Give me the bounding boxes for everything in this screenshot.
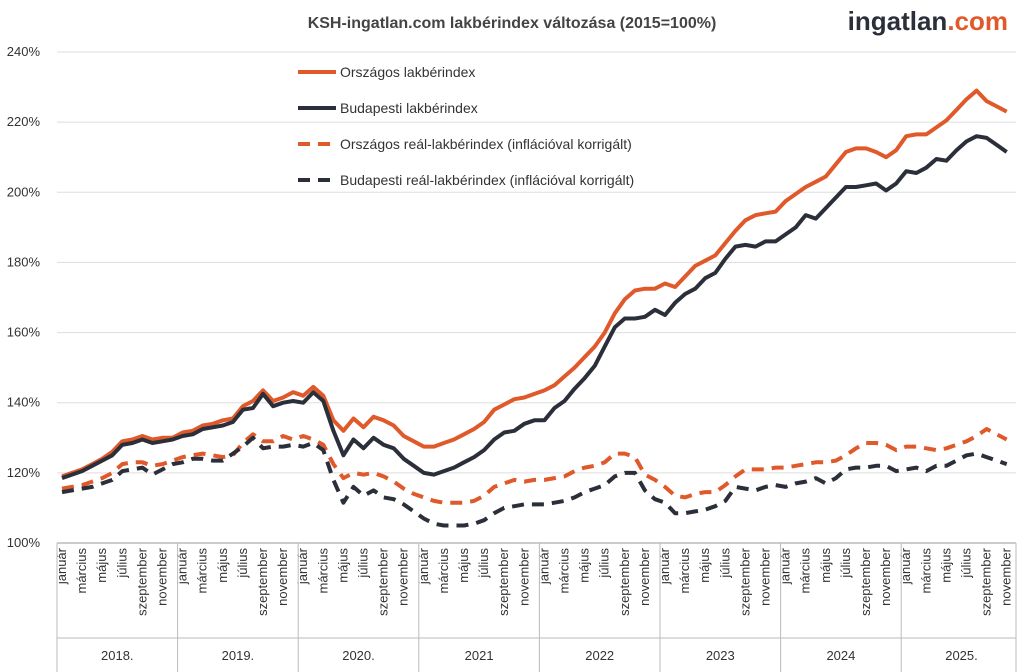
x-tick-label: január: [536, 547, 551, 585]
year-label: 2020.: [342, 648, 375, 663]
x-tick-label: július: [959, 548, 974, 579]
x-tick-label: március: [74, 548, 89, 594]
x-tick-label: július: [597, 548, 612, 579]
year-label: 2023: [706, 648, 735, 663]
year-label: 2025.: [945, 648, 978, 663]
x-tick-label: január: [54, 547, 69, 585]
y-tick-label: 100%: [7, 535, 41, 550]
y-tick-label: 240%: [7, 44, 41, 59]
y-tick-label: 180%: [7, 254, 41, 269]
x-tick-label: május: [577, 548, 592, 583]
x-tick-label: január: [898, 547, 913, 585]
y-tick-label: 160%: [7, 325, 41, 340]
x-tick-label: szeptember: [496, 547, 511, 616]
x-tick-label: március: [677, 548, 692, 594]
x-tick-label: március: [195, 548, 210, 594]
x-tick-label: szeptember: [979, 547, 994, 616]
x-tick-label: november: [396, 547, 411, 605]
x-tick-label: január: [657, 547, 672, 585]
x-tick-label: szeptember: [134, 547, 149, 616]
chart-title: KSH-ingatlan.com lakbérindex változása (…: [308, 15, 717, 32]
x-tick-label: május: [215, 548, 230, 583]
year-label: 2018.: [101, 648, 134, 663]
x-tick-label: november: [516, 547, 531, 605]
y-tick-label: 140%: [7, 395, 41, 410]
x-tick-label: május: [938, 548, 953, 583]
x-tick-label: november: [878, 547, 893, 605]
x-tick-label: január: [778, 547, 793, 585]
x-tick-label: május: [818, 548, 833, 583]
legend-label: Országos lakbérindex: [340, 64, 475, 80]
x-tick-label: november: [275, 547, 290, 605]
x-tick-label: július: [235, 548, 250, 579]
x-tick-label: március: [436, 548, 451, 594]
x-tick-label: július: [356, 548, 371, 579]
legend-label: Országos reál-lakbérindex (inflációval k…: [340, 136, 632, 152]
y-tick-label: 120%: [7, 465, 41, 480]
series-line: [61, 88, 1008, 479]
year-label: 2024: [826, 648, 855, 663]
logo: ingatlan.com: [848, 6, 1008, 36]
x-tick-label: május: [456, 548, 471, 583]
year-label: 2019.: [222, 648, 255, 663]
x-tick-label: november: [637, 547, 652, 605]
x-tick-label: március: [557, 548, 572, 594]
legend-label: Budapesti lakbérindex: [340, 100, 478, 116]
x-tick-label: szeptember: [737, 547, 752, 616]
series-line: [61, 435, 1008, 528]
year-label: 2022: [585, 648, 614, 663]
x-tick-label: szeptember: [858, 547, 873, 616]
x-tick-label: július: [476, 548, 491, 579]
logo-suffix: .com: [947, 6, 1008, 36]
x-tick-label: november: [999, 547, 1014, 605]
legend-label: Budapesti reál-lakbérindex (inflációval …: [340, 172, 634, 188]
x-tick-label: május: [697, 548, 712, 583]
x-tick-label: szeptember: [617, 547, 632, 616]
year-label: 2021: [465, 648, 494, 663]
series-line: [61, 427, 1008, 505]
x-tick-label: május: [94, 548, 109, 583]
x-tick-label: március: [798, 548, 813, 594]
x-tick-label: szeptember: [376, 547, 391, 616]
logo-name: ingatlan: [848, 6, 948, 36]
x-tick-label: szeptember: [255, 547, 270, 616]
y-tick-label: 200%: [7, 184, 41, 199]
x-tick-label: január: [295, 547, 310, 585]
x-tick-label: július: [114, 548, 129, 579]
x-tick-label: november: [758, 547, 773, 605]
x-tick-label: január: [175, 547, 190, 585]
x-tick-label: március: [315, 548, 330, 594]
x-tick-label: május: [335, 548, 350, 583]
x-tick-label: január: [416, 547, 431, 585]
x-tick-label: július: [838, 548, 853, 579]
x-tick-label: március: [918, 548, 933, 594]
series-line: [61, 134, 1008, 480]
x-tick-label: november: [155, 547, 170, 605]
y-tick-label: 220%: [7, 114, 41, 129]
x-tick-label: július: [717, 548, 732, 579]
